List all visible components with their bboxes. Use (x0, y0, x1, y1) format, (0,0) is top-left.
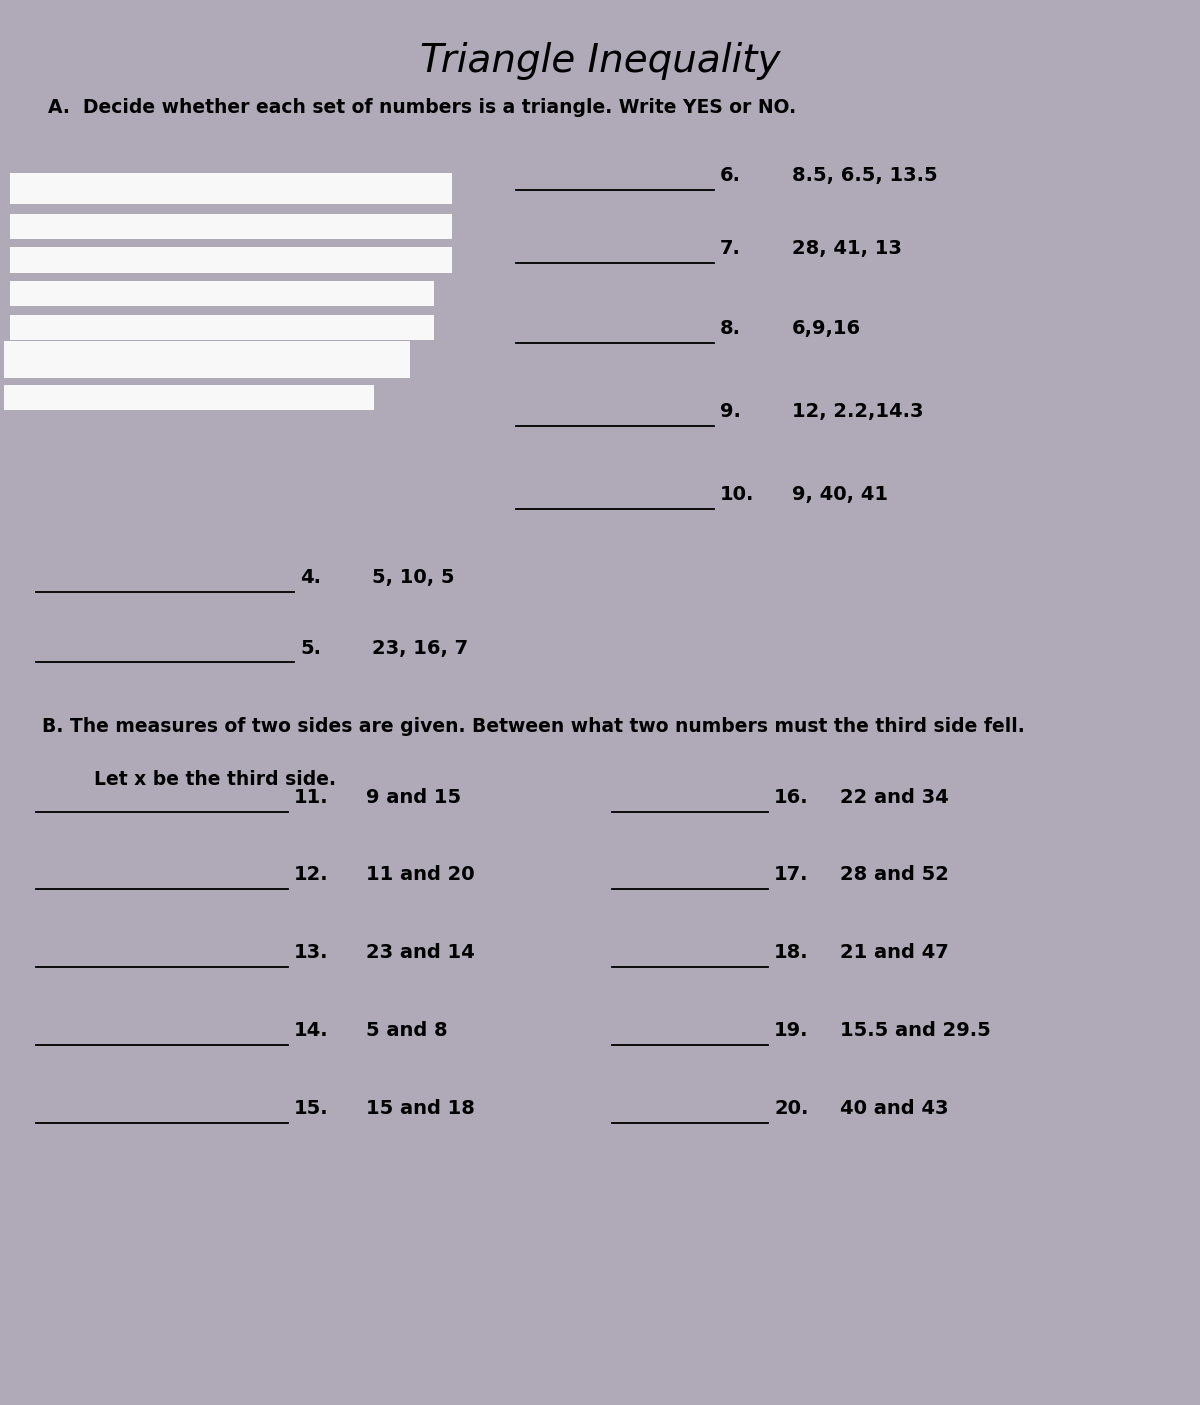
Text: 6,9,16: 6,9,16 (792, 319, 862, 339)
Text: 12, 2.2,14.3: 12, 2.2,14.3 (792, 402, 924, 422)
Text: A.  Decide whether each set of numbers is a triangle. Write YES or NO.: A. Decide whether each set of numbers is… (48, 98, 796, 118)
Text: 6.: 6. (720, 166, 742, 184)
Text: Let x be the third side.: Let x be the third side. (42, 770, 336, 790)
Text: B. The measures of two sides are given. Between what two numbers must the third : B. The measures of two sides are given. … (42, 717, 1025, 736)
FancyBboxPatch shape (10, 247, 452, 273)
Text: 5, 10, 5: 5, 10, 5 (372, 568, 455, 587)
Text: 7.: 7. (720, 239, 740, 257)
Text: Triangle Inequality: Triangle Inequality (420, 42, 780, 80)
Text: 16.: 16. (774, 788, 809, 806)
Text: 40 and 43: 40 and 43 (840, 1099, 948, 1118)
Text: 22 and 34: 22 and 34 (840, 788, 949, 806)
FancyBboxPatch shape (10, 214, 452, 239)
Text: 13.: 13. (294, 943, 329, 962)
Text: 15 and 18: 15 and 18 (366, 1099, 475, 1118)
Text: 5.: 5. (300, 638, 322, 658)
Text: 28 and 52: 28 and 52 (840, 865, 949, 885)
Text: 17.: 17. (774, 865, 809, 885)
FancyBboxPatch shape (4, 385, 374, 410)
Text: 15.: 15. (294, 1099, 329, 1118)
Text: 8.5, 6.5, 13.5: 8.5, 6.5, 13.5 (792, 166, 937, 184)
Text: 5 and 8: 5 and 8 (366, 1021, 448, 1040)
Text: 28, 41, 13: 28, 41, 13 (792, 239, 902, 257)
FancyBboxPatch shape (10, 173, 452, 204)
Text: 9 and 15: 9 and 15 (366, 788, 461, 806)
Text: 15.5 and 29.5: 15.5 and 29.5 (840, 1021, 991, 1040)
Text: 11 and 20: 11 and 20 (366, 865, 475, 885)
Text: 23, 16, 7: 23, 16, 7 (372, 638, 468, 658)
Text: 23 and 14: 23 and 14 (366, 943, 475, 962)
FancyBboxPatch shape (4, 341, 410, 378)
Text: 12.: 12. (294, 865, 329, 885)
Text: 9, 40, 41: 9, 40, 41 (792, 485, 888, 504)
Text: 8.: 8. (720, 319, 742, 339)
Text: 9.: 9. (720, 402, 740, 422)
Text: 14.: 14. (294, 1021, 329, 1040)
Text: 19.: 19. (774, 1021, 809, 1040)
Text: 11.: 11. (294, 788, 329, 806)
Text: 21 and 47: 21 and 47 (840, 943, 949, 962)
FancyBboxPatch shape (10, 315, 434, 340)
FancyBboxPatch shape (10, 281, 434, 306)
Text: 18.: 18. (774, 943, 809, 962)
Text: 20.: 20. (774, 1099, 809, 1118)
Text: 10.: 10. (720, 485, 755, 504)
Text: 4.: 4. (300, 568, 322, 587)
